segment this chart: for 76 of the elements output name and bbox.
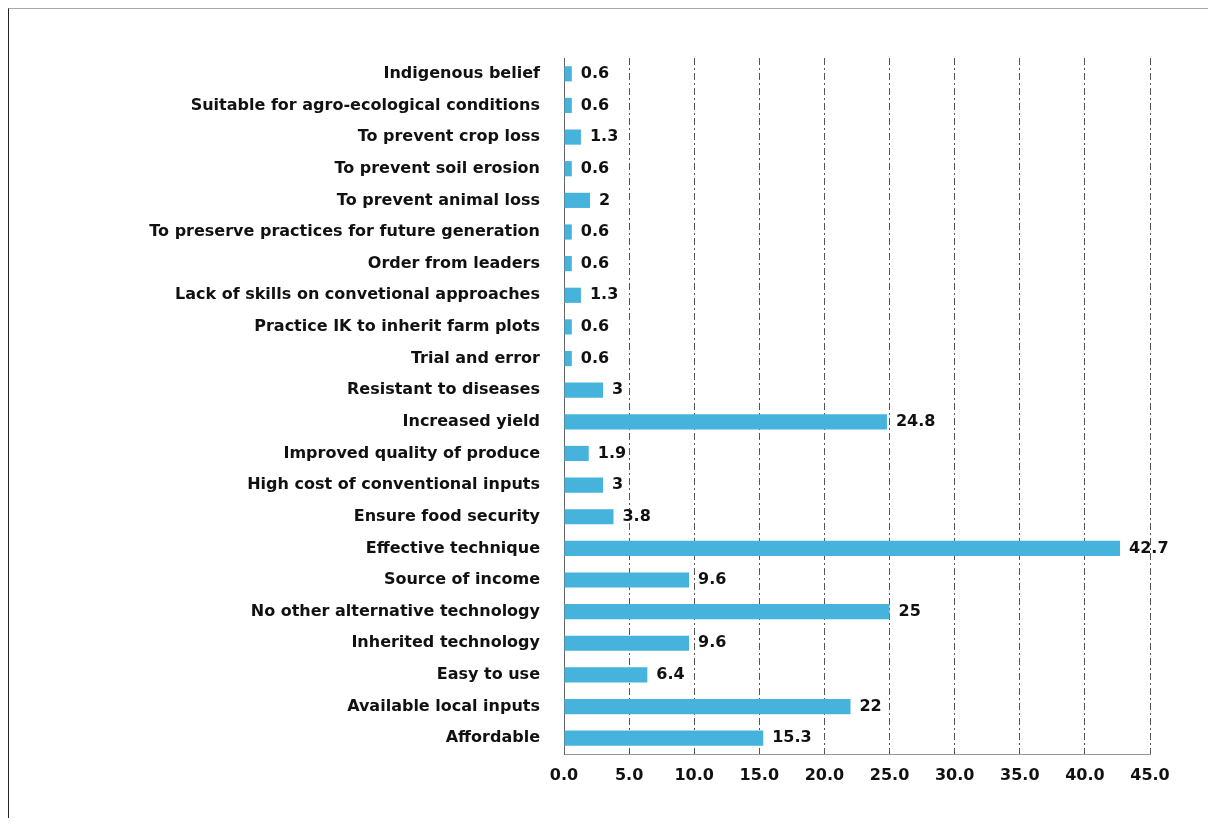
y-tick-label: No other alternative technology — [250, 600, 541, 620]
bar — [564, 667, 648, 683]
data-label: 6.4 — [656, 664, 685, 684]
data-label: 1.3 — [589, 284, 619, 304]
y-tick-label: Trial and error — [410, 347, 541, 367]
bar — [564, 445, 589, 462]
data-label: 1.9 — [597, 442, 627, 462]
bar — [564, 414, 887, 430]
y-tick-label: High cost of conventional inputs — [247, 474, 540, 494]
x-tick-label: 25.0 — [869, 764, 910, 784]
y-tick-label: Ensure food security — [353, 505, 541, 525]
bar — [564, 698, 851, 715]
bar — [564, 635, 690, 651]
y-tick-label: Order from leaders — [367, 252, 540, 272]
x-tick-label: 0.0 — [549, 764, 579, 784]
x-tick-label: 45.0 — [1130, 764, 1170, 784]
data-label: 9.6 — [698, 632, 727, 652]
x-tick-label: 5.0 — [614, 764, 644, 784]
data-label: 2 — [599, 189, 611, 209]
data-label: 1.3 — [589, 126, 619, 146]
data-label: 9.6 — [698, 569, 727, 589]
data-label: 0.6 — [580, 221, 610, 241]
data-label: 22 — [859, 695, 882, 715]
y-tick-label: Inherited technology — [351, 632, 541, 652]
y-tick-label: Effective technique — [365, 537, 541, 557]
bar — [564, 192, 591, 208]
x-tick-label: 10.0 — [674, 764, 714, 784]
bar — [564, 66, 572, 82]
y-tick-label: Lack of skills on convetional approaches — [174, 284, 540, 304]
data-label: 0.6 — [580, 347, 610, 367]
y-tick-label: Affordable — [445, 727, 541, 747]
bar — [564, 97, 572, 114]
data-label: 0.6 — [580, 62, 610, 82]
data-label: 0.6 — [580, 94, 610, 114]
bar — [564, 382, 604, 398]
data-label: 25 — [898, 600, 921, 620]
x-tick-label: 40.0 — [1065, 764, 1105, 784]
data-label: 0.6 — [580, 316, 610, 336]
x-tick-label: 20.0 — [804, 764, 845, 784]
data-label: 24.8 — [895, 410, 936, 430]
data-label: 3.8 — [622, 505, 651, 525]
data-label: 15.3 — [772, 727, 812, 747]
bar — [564, 604, 890, 620]
y-tick-label: To preserve practices for future generation — [149, 221, 540, 241]
y-tick-label: To prevent soil erosion — [334, 157, 540, 177]
bar — [564, 224, 572, 240]
bar — [564, 129, 581, 145]
bar — [564, 730, 764, 746]
y-tick-label: Resistant to diseases — [347, 379, 540, 399]
data-label: 3 — [612, 474, 624, 494]
bar — [564, 161, 572, 177]
data-label: 0.6 — [580, 252, 610, 272]
y-tick-label: Improved quality of produce — [283, 442, 541, 462]
x-tick-label: 35.0 — [1000, 764, 1040, 784]
y-tick-label: Available local inputs — [347, 695, 540, 715]
bar — [564, 287, 581, 303]
data-label: 0.6 — [580, 157, 610, 177]
y-tick-label: To prevent crop loss — [357, 126, 540, 146]
y-tick-label: To prevent animal loss — [336, 189, 540, 209]
bar — [564, 477, 604, 493]
y-tick-label: Easy to use — [436, 664, 541, 684]
bar — [564, 540, 1121, 556]
y-tick-label: Practice IK to inherit farm plots — [254, 316, 540, 336]
bar — [564, 572, 690, 588]
data-label: 42.7 — [1129, 537, 1169, 557]
y-tick-label: Indigenous belief — [383, 62, 542, 82]
bar — [564, 319, 572, 335]
data-label: 3 — [612, 379, 624, 399]
y-tick-label: Suitable for agro-ecological conditions — [190, 94, 540, 114]
y-tick-label: Source of income — [383, 569, 541, 589]
bar — [564, 509, 614, 525]
bar — [564, 350, 572, 367]
x-tick-label: 30.0 — [934, 764, 975, 784]
bar — [564, 256, 572, 272]
x-tick-label: 15.0 — [739, 764, 780, 784]
y-tick-label: Increased yield — [402, 410, 540, 430]
